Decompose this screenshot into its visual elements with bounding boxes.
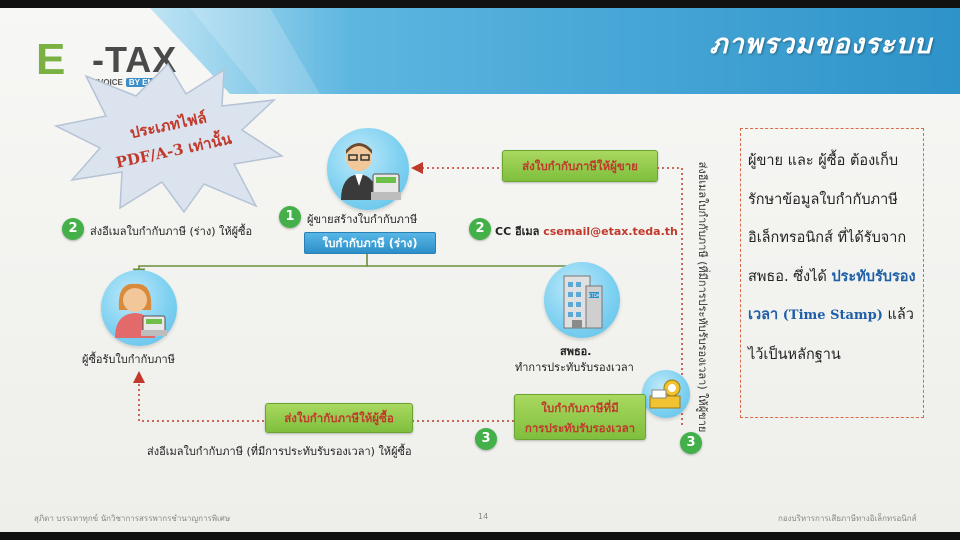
- stamp-icon: [649, 379, 681, 409]
- stamped-line1: ใบกำกับภาษีที่มี: [541, 401, 619, 415]
- stamp-circle: [642, 370, 690, 418]
- step-1-badge: 1: [279, 206, 301, 228]
- logo-e: E: [36, 35, 66, 84]
- step-2-right-badge: 2: [469, 218, 491, 240]
- buyer-circle: [101, 270, 177, 346]
- etda-label-line2: ทำการประทับรับรองเวลา: [515, 361, 634, 374]
- seller-label: ผู้ขายสร้างใบกำกับภาษี: [307, 213, 418, 226]
- cc-email-label: CC อีเมล: [495, 225, 540, 238]
- note-part2: แล้วไว้เป็นหลักฐาน: [748, 307, 914, 363]
- note-box: [740, 128, 924, 418]
- draft-invoice-box: ใบกำกับภาษี (ร่าง): [304, 232, 436, 254]
- footer-author: สุภิดา บรรเทาทุกข์ นักวิชาการสรรพากรชำนา…: [34, 514, 231, 523]
- note-highlight: ประทับรับรองเวลา: [748, 267, 916, 324]
- buyer-icon: [115, 283, 167, 338]
- stamped-line2: การประทับรับรองเวลา: [524, 421, 636, 435]
- seller-icon: [341, 143, 401, 200]
- building-icon: ETDA: [563, 275, 603, 329]
- step-2-left-badge: 2: [62, 218, 84, 240]
- buyer-label: ผู้ซื้อรับใบกำกับภาษี: [82, 353, 175, 366]
- etda-circle: ETDA: [544, 262, 620, 338]
- title-band: [150, 8, 960, 94]
- logo-invoice: INVOICE: [90, 78, 123, 87]
- note-text: ผู้ขาย และ ผู้ซื้อ ต้องเก็บรักษาข้อมูลใบ…: [748, 142, 924, 374]
- slide-title: ภาพรวมของระบบ: [709, 29, 932, 60]
- step-3-right-badge: 3: [680, 432, 702, 454]
- bottom-caption: ส่งอีเมลใบกำกับภาษี (ที่มีการประทับรับรอ…: [147, 445, 412, 458]
- cc-email-address: csemail@etax.teda.th: [543, 225, 678, 238]
- footer-organization: กองบริหารการเสียภาษีทางอิเล็กทรอนิกส์: [778, 514, 917, 523]
- etda-label-line1: สพธอ.: [560, 345, 592, 358]
- send-to-buyer-box: ส่งใบกำกับภาษีให้ผู้ซื้อ: [265, 403, 413, 433]
- logo-by-email: BY EMAIL: [125, 78, 170, 87]
- note-part1: ผู้ขาย และ ผู้ซื้อ ต้องเก็บรักษาข้อมูลใบ…: [748, 153, 907, 285]
- top-edge: [0, 0, 960, 8]
- starburst-callout: [53, 62, 284, 214]
- stamped-invoice-box: ใบกำกับภาษีที่มี การประทับรับรองเวลา: [514, 394, 646, 440]
- footer-page-number: 14: [478, 512, 489, 521]
- bottom-edge: [0, 532, 960, 540]
- step-2-left-text: ส่งอีเมลใบกำกับภาษี (ร่าง) ให้ผู้ซื้อ: [90, 225, 253, 238]
- vertical-caption: ส่งอีเมลใบกำกับภาษี (ที่มีการประทับรับรอ…: [696, 161, 709, 433]
- step-2-right-text: CC อีเมล csemail@etax.teda.th: [495, 222, 678, 240]
- note-timestamp: (Time Stamp): [782, 308, 883, 323]
- etda-badge: ETDA: [589, 293, 600, 298]
- logo-subtitle: INVOICE BY EMAIL: [90, 78, 170, 87]
- step-3-left-badge: 3: [475, 428, 497, 450]
- send-to-seller-box: ส่งใบกำกับภาษีให้ผู้ขาย: [502, 150, 658, 182]
- seller-circle: [327, 128, 409, 210]
